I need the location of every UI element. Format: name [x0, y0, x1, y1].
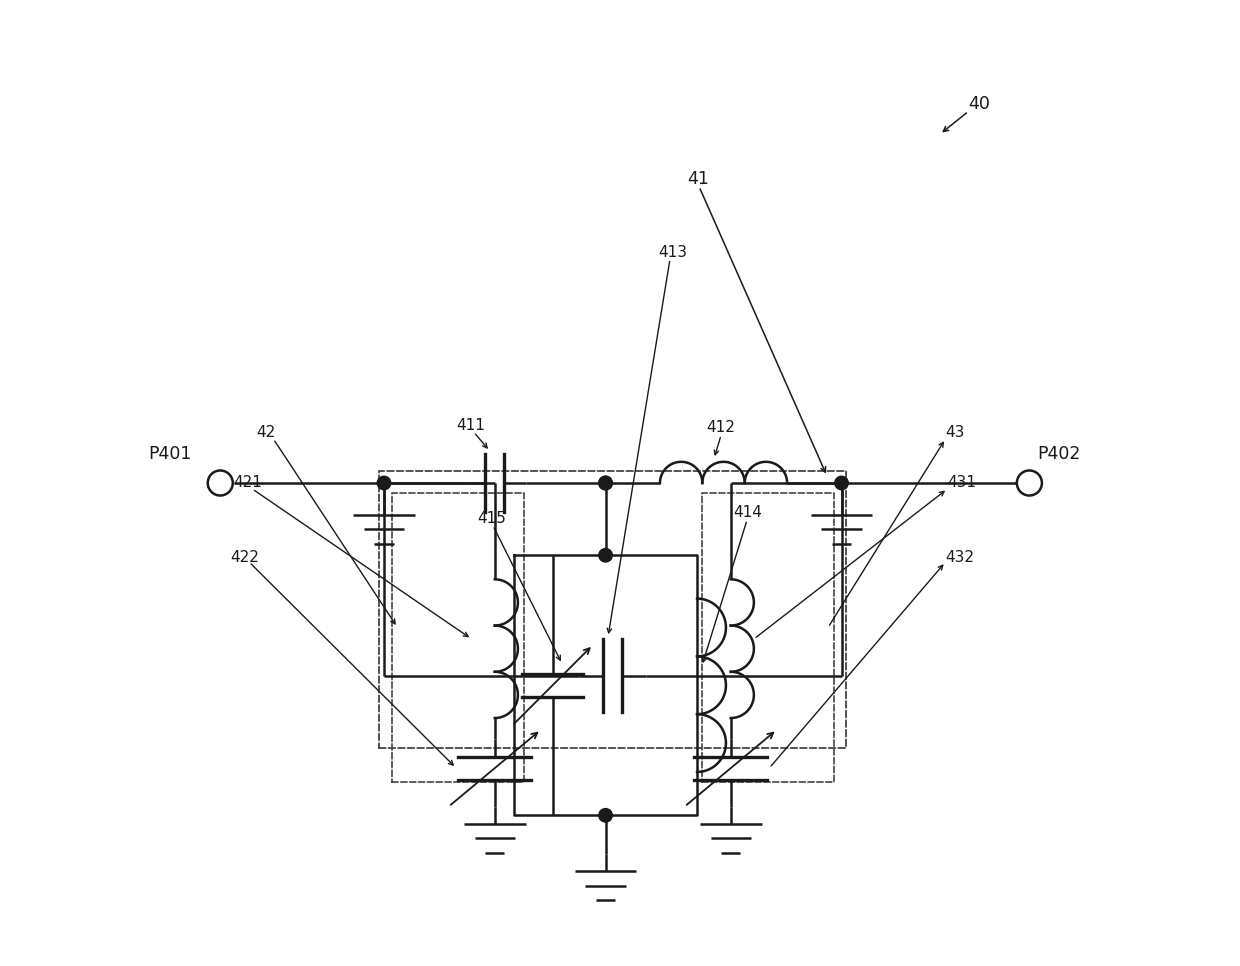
Circle shape: [599, 476, 613, 490]
Text: 411: 411: [456, 418, 485, 433]
Circle shape: [599, 549, 613, 562]
Circle shape: [599, 809, 613, 822]
Text: P401: P401: [148, 445, 191, 463]
Text: 412: 412: [707, 420, 735, 435]
Circle shape: [599, 476, 613, 490]
Text: 422: 422: [229, 550, 259, 565]
Circle shape: [208, 470, 233, 496]
Text: P402: P402: [1037, 445, 1080, 463]
Text: 421: 421: [233, 475, 262, 490]
Text: 41: 41: [687, 170, 709, 188]
Circle shape: [835, 476, 848, 490]
Circle shape: [377, 476, 391, 490]
Text: 413: 413: [658, 244, 687, 260]
Circle shape: [1017, 470, 1042, 496]
Text: 40: 40: [968, 96, 991, 113]
Text: 42: 42: [255, 425, 275, 440]
Text: 414: 414: [734, 504, 763, 520]
Text: 43: 43: [946, 425, 965, 440]
Text: 415: 415: [477, 511, 506, 526]
Text: 432: 432: [946, 550, 975, 565]
Text: 431: 431: [947, 475, 976, 490]
